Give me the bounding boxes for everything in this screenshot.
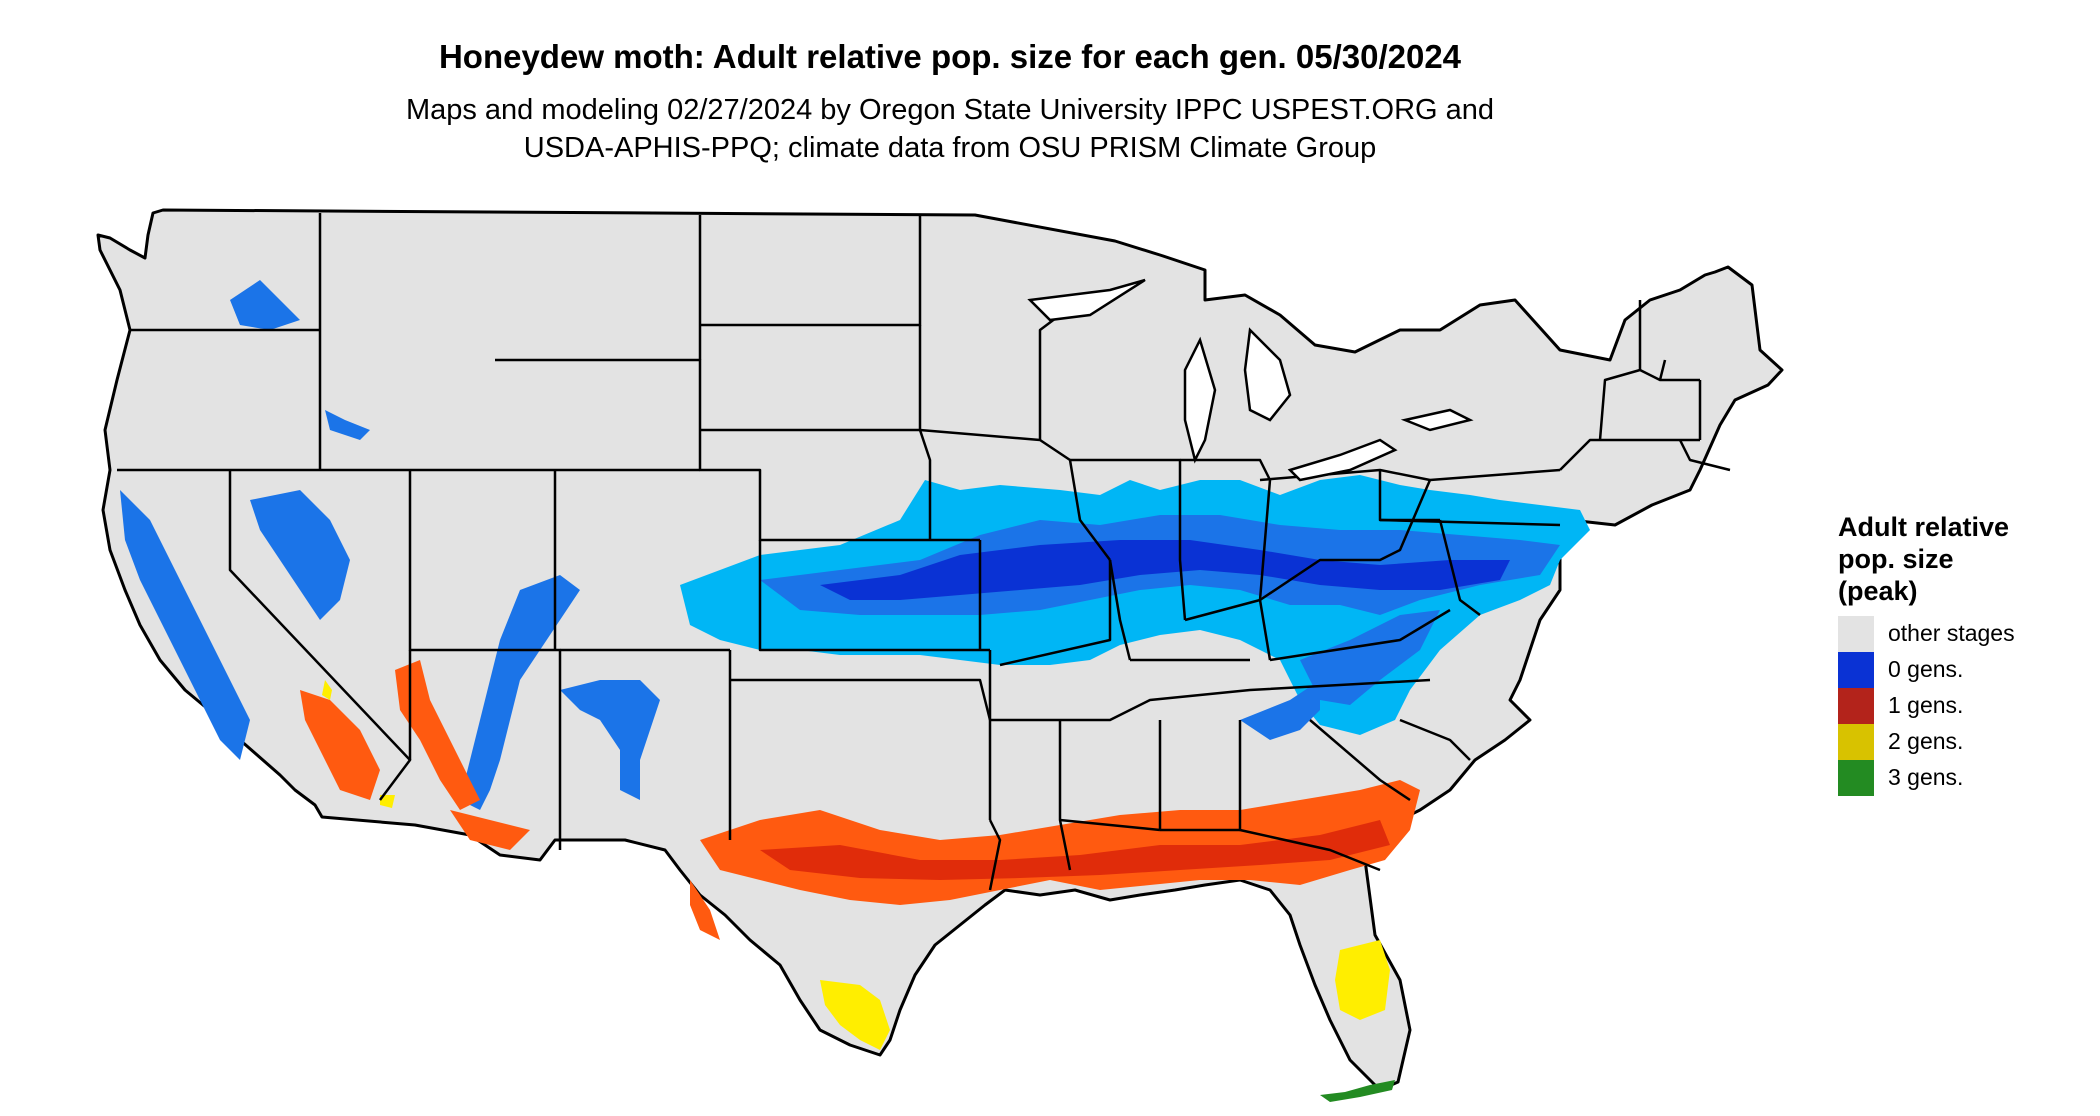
legend-label: other stages [1888, 620, 2015, 646]
legend-item-3-gens: 3 gens. [1838, 760, 2088, 796]
legend-label: 3 gens. [1888, 764, 1964, 790]
legend-swatch [1838, 688, 1874, 724]
map-title: Honeydew moth: Adult relative pop. size … [438, 38, 1462, 75]
map-subtitle-line-2: USDA-APHIS-PPQ; climate data from OSU PR… [523, 132, 1377, 164]
legend-title: Adult relative pop. size (peak) [1838, 511, 2078, 607]
legend-item-other-stages: other stages [1838, 616, 2088, 652]
legend-item-0-gens: 0 gens. [1838, 652, 2088, 688]
legend-swatch [1838, 724, 1874, 760]
legend-title-line-3: (peak) [1838, 576, 1918, 606]
legend: Adult relative pop. size (peak) other st… [1838, 511, 2088, 796]
legend-swatch [1838, 760, 1874, 796]
legend-label: 1 gens. [1888, 692, 1964, 718]
legend-title-line-2: pop. size [1838, 544, 1954, 574]
legend-label: 0 gens. [1888, 656, 1964, 682]
map-subtitle-line-1: Maps and modeling 02/27/2024 by Oregon S… [405, 94, 1495, 126]
great-lakes [1027, 278, 1474, 482]
legend-title-line-1: Adult relative [1838, 512, 2010, 542]
legend-label: 2 gens. [1888, 728, 1964, 754]
three-generation-zones [1320, 1080, 1395, 1102]
state-borders [117, 213, 1731, 891]
legend-swatch [1838, 616, 1874, 652]
two-generation-zones [322, 680, 1390, 1050]
legend-swatch [1838, 652, 1874, 688]
legend-item-2-gens: 2 gens. [1838, 724, 2088, 760]
legend-item-1-gens: 1 gens. [1838, 688, 2088, 724]
